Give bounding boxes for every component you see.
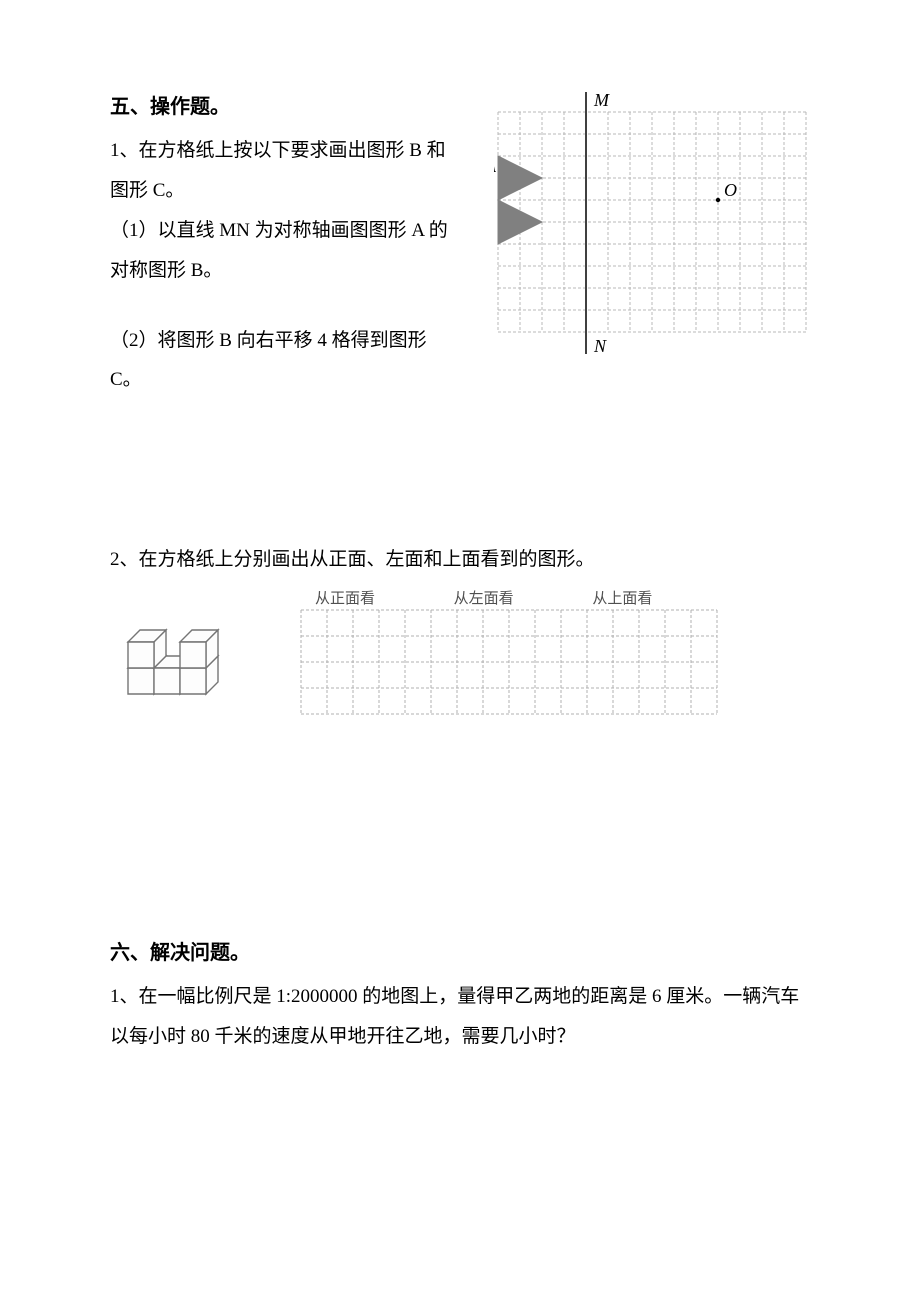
views-grid-figure: 从正面看 从左面看 从上面看 bbox=[300, 588, 718, 716]
section-6-q1: 1、在一幅比例尺是 1:2000000 的地图上，量得甲乙两地的距离是 6 厘米… bbox=[110, 977, 810, 1057]
cubes-svg bbox=[110, 588, 260, 708]
views-grid-svg: 从正面看 从左面看 从上面看 bbox=[300, 588, 718, 716]
q1-intro: 1、在方格纸上按以下要求画出图形 B 和图形 C。 bbox=[110, 131, 460, 211]
q1-grid-figure: MNAO bbox=[494, 90, 810, 358]
section-5-q2: 2、在方格纸上分别画出从正面、左面和上面看到的图形。 从正面看 从左面看 从上面看 bbox=[110, 540, 810, 716]
q1-part2: （2）将图形 B 向右平移 4 格得到图形 C。 bbox=[110, 321, 460, 401]
q2-intro: 2、在方格纸上分别画出从正面、左面和上面看到的图形。 bbox=[110, 540, 810, 580]
svg-text:从上面看: 从上面看 bbox=[592, 590, 652, 607]
cube-3d-figure bbox=[110, 588, 260, 708]
q1-text-block: 1、在方格纸上按以下要求画出图形 B 和图形 C。 （1）以直线 MN 为对称轴… bbox=[110, 131, 460, 400]
svg-text:从左面看: 从左面看 bbox=[454, 590, 514, 607]
svg-text:从正面看: 从正面看 bbox=[315, 590, 375, 607]
grid1-svg: MNAO bbox=[494, 90, 810, 358]
section-6: 六、解决问题。 1、在一幅比例尺是 1:2000000 的地图上，量得甲乙两地的… bbox=[110, 936, 810, 1057]
section-5: 五、操作题。 1、在方格纸上按以下要求画出图形 B 和图形 C。 （1）以直线 … bbox=[110, 90, 810, 400]
svg-text:M: M bbox=[593, 90, 610, 110]
svg-text:O: O bbox=[724, 180, 737, 200]
svg-text:N: N bbox=[593, 336, 607, 356]
q1-part1: （1）以直线 MN 为对称轴画图图形 A 的对称图形 B。 bbox=[110, 211, 460, 291]
section-6-heading: 六、解决问题。 bbox=[110, 936, 810, 965]
